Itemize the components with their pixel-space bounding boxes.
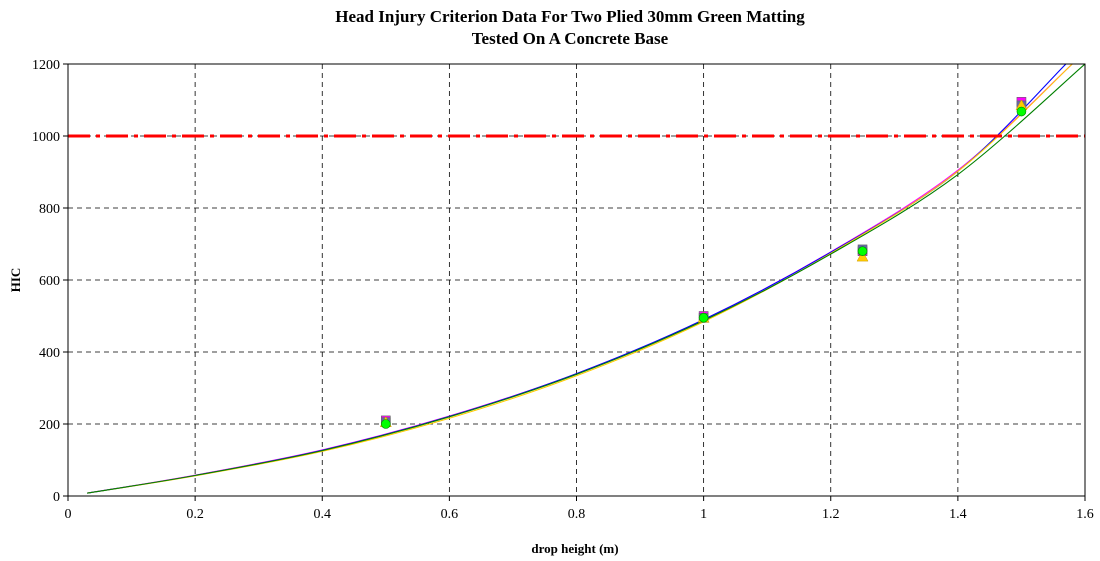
- y-tick-label: 1200: [32, 58, 60, 73]
- y-tick-label: 200: [39, 418, 60, 433]
- x-tick-label: 0.6: [441, 507, 459, 522]
- y-tick-label: 1000: [32, 130, 60, 145]
- data-point-series-3: [856, 250, 869, 262]
- y-tick-label: 600: [39, 274, 60, 289]
- y-tick-label: 800: [39, 202, 60, 217]
- trendline-1: [86, 64, 1073, 494]
- x-tick-label: 1.4: [949, 507, 967, 522]
- chart-title-line-2: Tested On A Concrete Base: [472, 29, 669, 48]
- trendline-3: [86, 64, 1073, 494]
- data-point-series-4: [698, 312, 709, 323]
- x-tick-label: 1: [700, 507, 707, 522]
- x-tick-label: 0: [65, 507, 72, 522]
- grid: [68, 64, 1085, 496]
- chart-title-line-1: Head Injury Criterion Data For Two Plied…: [335, 7, 805, 26]
- trendline-4: [86, 64, 1085, 494]
- data-points: [379, 97, 1028, 429]
- data-point-series-4: [1016, 106, 1027, 117]
- trendlines: [86, 64, 1085, 494]
- x-tick-label: 0.4: [314, 507, 332, 522]
- x-tick-label: 0.2: [186, 507, 204, 522]
- y-tick-label: 0: [53, 490, 60, 505]
- x-tick-label: 1.2: [822, 507, 840, 522]
- data-point-series-4: [857, 246, 868, 256]
- y-tick-label: 400: [39, 346, 60, 361]
- y-axis-label: HIC: [8, 268, 23, 293]
- chart-title: Head Injury Criterion Data For Two Plied…: [335, 7, 805, 48]
- x-tick-label: 0.8: [568, 507, 586, 522]
- x-tick-label: 1.6: [1076, 507, 1094, 522]
- data-point-series-4: [381, 419, 391, 429]
- y-axis-ticks: 0 200 400 600 800 1000 1200: [32, 58, 68, 505]
- x-axis-label: drop height (m): [531, 541, 618, 556]
- x-axis-ticks: 0 0.2 0.4 0.6 0.8 1 1.2 1.4 1.6: [65, 496, 1094, 522]
